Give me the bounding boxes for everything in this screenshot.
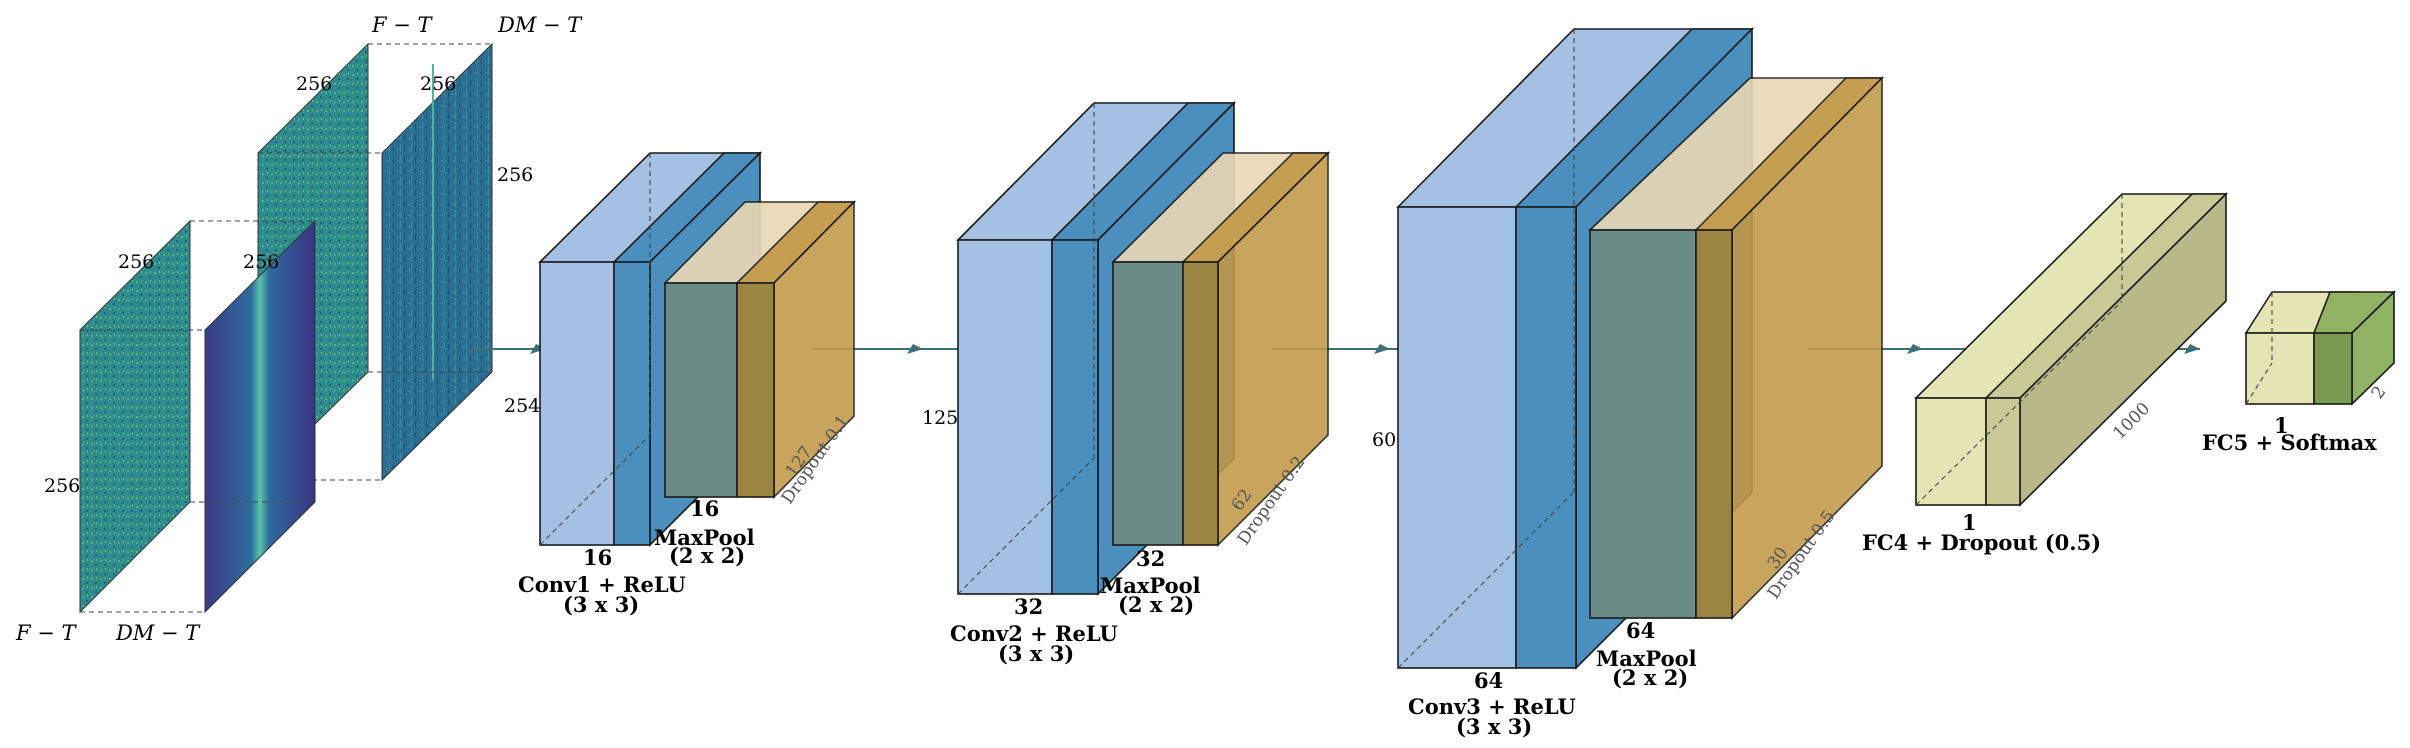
fc5-block: 2 1 FC5 + Softmax: [2202, 290, 2396, 455]
conv2-height: 125: [922, 407, 958, 429]
conv1-height: 254: [504, 395, 540, 417]
conv3-kernel: (3 x 3): [1456, 714, 1532, 739]
dim-side-front: 256: [44, 475, 80, 497]
conv2-name: Conv2 + ReLU: [950, 621, 1118, 646]
conv2-depth: 32: [1014, 594, 1043, 619]
dmt-plane-back: [381, 42, 493, 482]
ft-plane-front: [79, 219, 191, 614]
fc5-length: 2: [2368, 383, 2391, 403]
dmt-label-front: DM − T: [115, 621, 201, 645]
fc5-name: FC5 + Softmax: [2202, 430, 2377, 455]
pool3-block: 64 MaxPool (2 x 2) 30 Dropout 0.5: [1587, 76, 1884, 690]
fc4-block: 1000 1 FC4 + Dropout (0.5): [1862, 192, 2228, 555]
dim-top-a-back: 256: [296, 73, 332, 95]
fc5-depth: 1: [2274, 413, 2289, 438]
conv2-kernel: (3 x 3): [998, 641, 1074, 666]
pool3-depth: 64: [1626, 618, 1655, 643]
dim-side-back: 256: [497, 164, 533, 186]
conv3-depth: 64: [1474, 668, 1503, 693]
ft-label-back: F − T: [371, 13, 434, 37]
dim-top-a-front: 256: [118, 251, 154, 273]
pool3-kernel: (2 x 2): [1612, 665, 1688, 690]
pool2-name: MaxPool: [1100, 573, 1201, 598]
pool1-block: 16 MaxPool (2 x 2) 127 Dropout 0.1: [654, 200, 856, 568]
conv3-name: Conv3 + ReLU: [1408, 694, 1576, 719]
ft-label-front: F − T: [15, 621, 78, 645]
conv1-depth: 16: [583, 545, 612, 570]
pool2-kernel: (2 x 2): [1118, 592, 1194, 617]
conv1-kernel: (3 x 3): [563, 592, 639, 617]
pool2-depth: 32: [1136, 546, 1165, 571]
input-set-front: F − T DM − T 256 256 256: [15, 219, 316, 645]
pool1-kernel: (2 x 2): [669, 543, 745, 568]
pool1-depth: 16: [690, 496, 719, 521]
dmt-plane-front: [204, 219, 316, 614]
pool1-name: MaxPool: [654, 525, 755, 550]
dim-top-b-back: 256: [420, 73, 456, 95]
pool3-name: MaxPool: [1596, 646, 1697, 671]
dmt-label-back: DM − T: [497, 13, 583, 37]
conv3-height: 60: [1372, 429, 1396, 451]
conv1-name: Conv1 + ReLU: [518, 572, 686, 597]
fc4-depth: 1: [1962, 510, 1977, 535]
dim-top-b-front: 256: [243, 251, 279, 273]
fc4-name: FC4 + Dropout (0.5): [1862, 530, 2101, 555]
